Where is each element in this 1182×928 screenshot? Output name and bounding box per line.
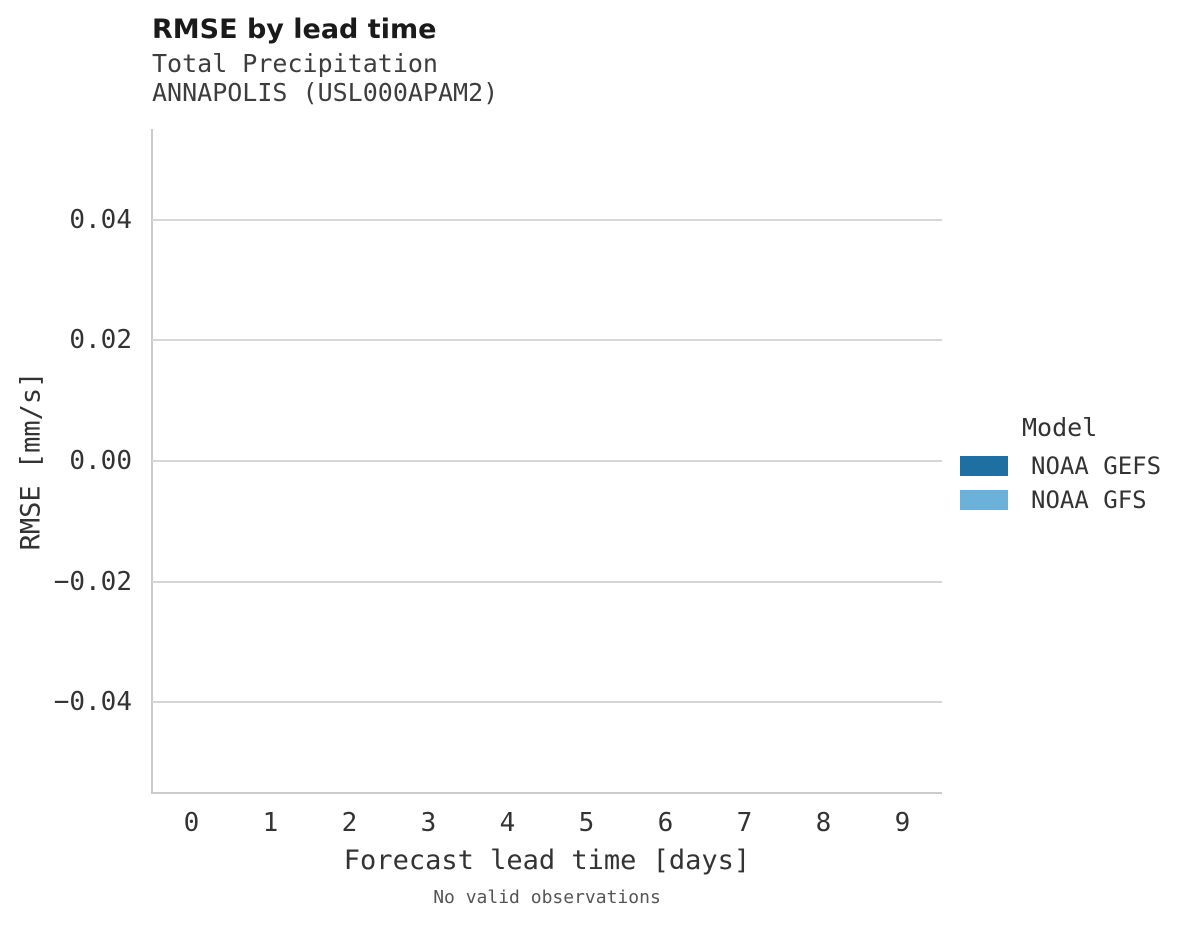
plot-area xyxy=(152,129,942,793)
x-tick-label: 6 xyxy=(657,808,674,838)
legend-swatch xyxy=(960,490,1008,510)
chart-title: RMSE by lead time xyxy=(152,14,437,45)
gridline xyxy=(152,460,942,462)
chart-subtitle-line-2: ANNAPOLIS (USL000APAM2) xyxy=(152,78,499,107)
legend-item: NOAA GEFS xyxy=(960,452,1180,480)
x-tick-label: 2 xyxy=(341,808,358,838)
x-tick-label: 4 xyxy=(499,808,516,838)
x-tick-label: 5 xyxy=(578,808,595,838)
legend-item-label: NOAA GEFS xyxy=(1031,452,1162,480)
legend: Model NOAA GEFS NOAA GFS xyxy=(960,413,1180,524)
y-tick-label: −0.02 xyxy=(53,566,132,597)
x-tick-label: 1 xyxy=(262,808,279,838)
legend-title: Model xyxy=(1022,413,1098,442)
legend-item: NOAA GFS xyxy=(960,486,1180,514)
no-data-caption: No valid observations xyxy=(433,887,661,908)
x-tick-label: 8 xyxy=(815,808,832,838)
y-tick-label: 0.04 xyxy=(69,204,132,235)
gridline xyxy=(152,580,942,583)
x-tick-label: 9 xyxy=(894,808,911,838)
y-tick-label: 0.00 xyxy=(69,446,132,476)
gridline xyxy=(152,218,942,221)
legend-rows: NOAA GEFS NOAA GFS xyxy=(960,452,1180,514)
chart-subtitle: Total Precipitation ANNAPOLIS (USL000APA… xyxy=(152,49,498,107)
x-axis-title: Forecast lead time [days] xyxy=(343,845,751,876)
x-tick-label: 7 xyxy=(736,808,753,838)
x-axis-domain-line xyxy=(151,792,942,794)
x-tick-label: 0 xyxy=(183,808,200,838)
x-tick-label: 3 xyxy=(420,808,437,838)
y-tick-label: −0.04 xyxy=(53,687,132,718)
legend-item-label: NOAA GFS xyxy=(1031,486,1147,514)
gridline xyxy=(152,339,942,342)
gridline xyxy=(152,701,942,704)
legend-swatch xyxy=(960,456,1008,476)
chart-subtitle-line-1: Total Precipitation xyxy=(152,49,438,78)
y-tick-label: 0.02 xyxy=(69,325,132,356)
